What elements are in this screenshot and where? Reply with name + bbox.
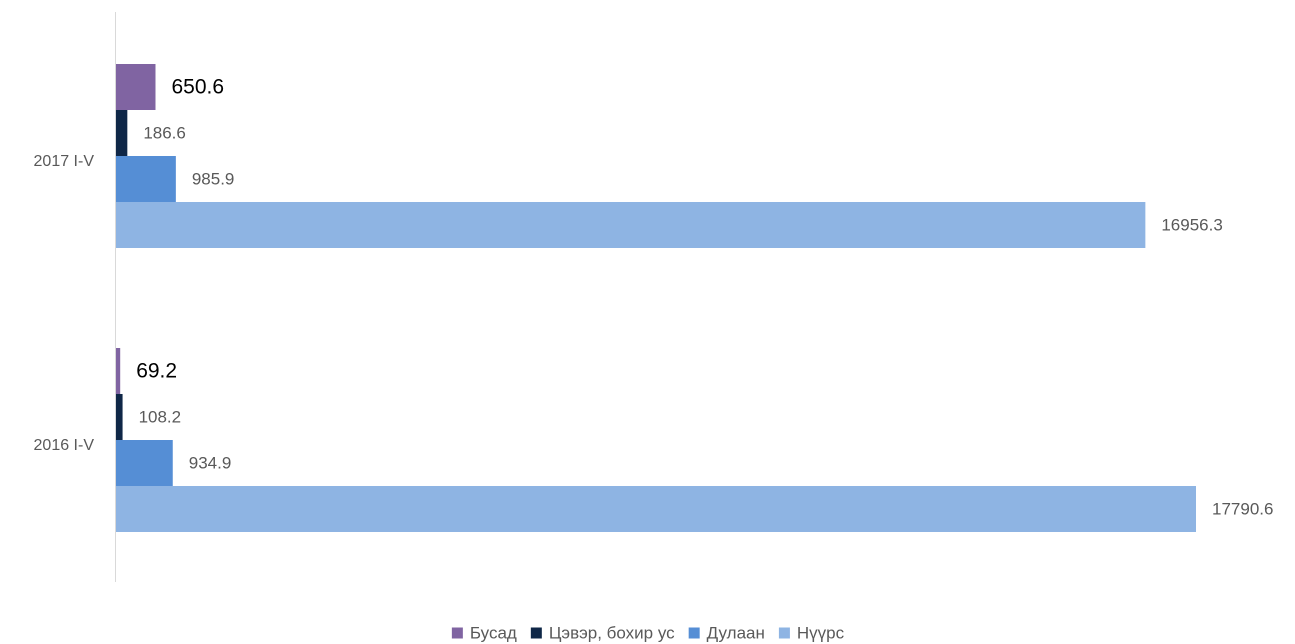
data-label: 985.9 <box>192 169 235 188</box>
legend-swatch <box>688 627 700 639</box>
category-labels: 2017 I-V 2016 I-V <box>34 153 95 454</box>
legend-label: Бусад <box>470 623 517 642</box>
data-label: 186.6 <box>143 123 186 142</box>
bar-3-1 <box>116 156 176 202</box>
legend-label: Нүүрс <box>797 623 845 642</box>
data-label: 17790.6 <box>1212 499 1273 518</box>
legend-item: Дулаан <box>688 623 765 642</box>
legend-item: Цэвэр, бохир ус <box>530 623 675 642</box>
category-label: 2016 I-V <box>34 437 95 454</box>
bar-1-2 <box>116 348 121 394</box>
bar-4-2 <box>116 486 1196 532</box>
data-label: 650.6 <box>171 76 224 99</box>
legend-label: Дулаан <box>707 623 765 642</box>
bar-2-2 <box>116 394 123 440</box>
data-label: 108.2 <box>139 407 182 426</box>
category-label: 2017 I-V <box>34 153 95 170</box>
bar-1-1 <box>116 64 156 110</box>
data-label: 16956.3 <box>1161 215 1222 234</box>
data-label: 934.9 <box>189 453 232 472</box>
bar-4-1 <box>116 202 1146 248</box>
bars <box>116 64 1196 532</box>
legend: Бусад Цэвэр, бохир ус Дулаан Нүүрс <box>451 623 845 642</box>
legend-swatch <box>530 627 542 639</box>
bar-2-1 <box>116 110 128 156</box>
legend-label: Цэвэр, бохир ус <box>549 623 675 642</box>
data-labels: 650.6 69.2 186.6 108.2 985.9 934.9 16956.3 1779… <box>136 76 1273 519</box>
bar-3-2 <box>116 440 173 486</box>
legend-item: Бусад <box>451 623 517 642</box>
legend-swatch <box>451 627 463 639</box>
legend-swatch <box>778 627 790 639</box>
data-label: 69.2 <box>136 360 177 383</box>
legend-item: Нүүрс <box>778 623 845 642</box>
